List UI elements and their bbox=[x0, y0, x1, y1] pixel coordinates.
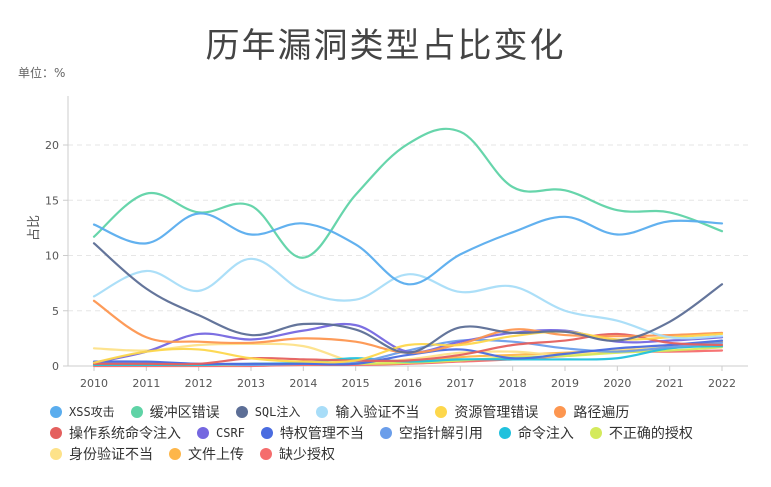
legend-swatch-icon bbox=[498, 426, 511, 439]
line-chart: 0 5 10 15 20 2010 2011 2012 2013 2014 2015 2016 2017… bbox=[27, 96, 748, 390]
legend-item[interactable]: 输入验证不当 bbox=[316, 402, 419, 422]
legend-item[interactable]: 特权管理不当 bbox=[260, 423, 364, 443]
legend-swatch-icon bbox=[50, 405, 62, 418]
legend-label: 资源管理错误 bbox=[454, 404, 539, 421]
series-lines bbox=[92, 127, 724, 368]
legend-label: 身份验证不当 bbox=[69, 446, 153, 463]
x-tick-label: 2019 bbox=[551, 377, 579, 390]
legend-swatch-icon bbox=[235, 405, 248, 418]
x-tick-label: 2015 bbox=[342, 377, 370, 390]
unit-label: 单位：% bbox=[18, 66, 66, 80]
legend-swatch-icon bbox=[197, 426, 209, 439]
x-tick-label: 2022 bbox=[708, 377, 736, 390]
legend-item[interactable]: XSS攻击 bbox=[50, 403, 115, 420]
legend-label: 特权管理不当 bbox=[279, 425, 364, 442]
chart-title: 历年漏洞类型占比变化 bbox=[205, 26, 566, 66]
legend-row: 身份验证不当 文件上传 缺少授权 bbox=[50, 443, 750, 464]
y-axis-label: 占比 bbox=[27, 215, 42, 241]
legend-item[interactable]: 缺少授权 bbox=[260, 444, 335, 464]
x-tick-label: 2013 bbox=[237, 377, 265, 390]
legend-label: 缺少授权 bbox=[279, 446, 335, 463]
series-line bbox=[92, 127, 724, 259]
x-tick-label: 2011 bbox=[132, 377, 160, 390]
legend-swatch-icon bbox=[260, 447, 272, 460]
legend-swatch-icon bbox=[50, 426, 62, 439]
y-tick-label: 10 bbox=[45, 250, 59, 263]
legend-row: 操作系统命令注入 CSRF 特权管理不当 空指针解引用 命令注入 不正确的授权 bbox=[50, 422, 750, 443]
legend-item[interactable]: CSRF bbox=[197, 426, 245, 440]
legend-label: 输入验证不当 bbox=[335, 404, 420, 421]
y-tick-label: 5 bbox=[52, 305, 59, 318]
legend-label: CSRF bbox=[216, 425, 245, 440]
y-tick-label: 15 bbox=[45, 194, 59, 207]
legend-label: 缓冲区错误 bbox=[149, 404, 220, 421]
legend-item[interactable]: 操作系统命令注入 bbox=[50, 423, 181, 443]
legend-swatch-icon bbox=[589, 426, 602, 439]
legend-item[interactable]: SQL注入 bbox=[235, 403, 301, 420]
series-line bbox=[92, 257, 724, 340]
series-line bbox=[92, 342, 724, 364]
legend-label: SQL注入 bbox=[254, 405, 301, 419]
legend-label: 路径遍历 bbox=[573, 404, 630, 421]
legend-item[interactable]: 不正确的授权 bbox=[589, 423, 693, 443]
legend-swatch-icon bbox=[316, 405, 329, 418]
legend-label: XSS攻击 bbox=[69, 405, 115, 419]
legend-label: 空指针解引用 bbox=[398, 425, 483, 442]
y-tick-label: 20 bbox=[45, 139, 59, 152]
legend-row: XSS攻击 缓冲区错误 SQL注入 输入验证不当 资源管理错误 路径遍历 bbox=[50, 401, 750, 422]
legend-label: 不正确的授权 bbox=[608, 425, 693, 442]
legend-swatch-icon bbox=[554, 405, 567, 418]
series-line bbox=[92, 332, 724, 366]
legend-item[interactable]: 缓冲区错误 bbox=[130, 402, 220, 422]
legend-item[interactable]: 空指针解引用 bbox=[379, 423, 483, 443]
series-line bbox=[92, 242, 724, 354]
legend-item[interactable]: 路径遍历 bbox=[554, 402, 629, 422]
series-line bbox=[92, 345, 724, 367]
legend-label: 命令注入 bbox=[517, 425, 574, 442]
x-tick-label: 2016 bbox=[394, 377, 422, 390]
legend-swatch-icon bbox=[50, 447, 62, 460]
legend-item[interactable]: 文件上传 bbox=[169, 444, 244, 464]
legend-swatch-icon bbox=[435, 405, 448, 418]
legend-item[interactable]: 资源管理错误 bbox=[435, 402, 538, 422]
axes: 0 5 10 15 20 2010 2011 2012 2013 2014 2015 2016 2017… bbox=[45, 96, 748, 390]
legend-label: 操作系统命令注入 bbox=[69, 425, 181, 442]
legend-swatch-icon bbox=[130, 405, 143, 418]
y-tick-label: 0 bbox=[52, 360, 59, 373]
legend-swatch-icon bbox=[260, 426, 273, 439]
x-tick-label: 2017 bbox=[446, 377, 474, 390]
legend-label: 文件上传 bbox=[188, 446, 244, 463]
series-line bbox=[92, 212, 724, 286]
x-tick-label: 2012 bbox=[185, 377, 213, 390]
x-tick-label: 2021 bbox=[656, 377, 684, 390]
legend-item[interactable]: 命令注入 bbox=[498, 423, 574, 443]
x-tick-label: 2014 bbox=[289, 377, 317, 390]
legend-swatch-icon bbox=[169, 447, 181, 460]
legend-swatch-icon bbox=[379, 426, 392, 439]
legend-item[interactable]: 身份验证不当 bbox=[50, 444, 153, 464]
legend: XSS攻击 缓冲区错误 SQL注入 输入验证不当 资源管理错误 路径遍历操作系统命令注入 C… bbox=[50, 401, 750, 464]
series-line bbox=[92, 322, 724, 364]
x-tick-label: 2020 bbox=[603, 377, 631, 390]
x-tick-label: 2018 bbox=[499, 377, 527, 390]
x-tick-label: 2010 bbox=[80, 377, 108, 390]
